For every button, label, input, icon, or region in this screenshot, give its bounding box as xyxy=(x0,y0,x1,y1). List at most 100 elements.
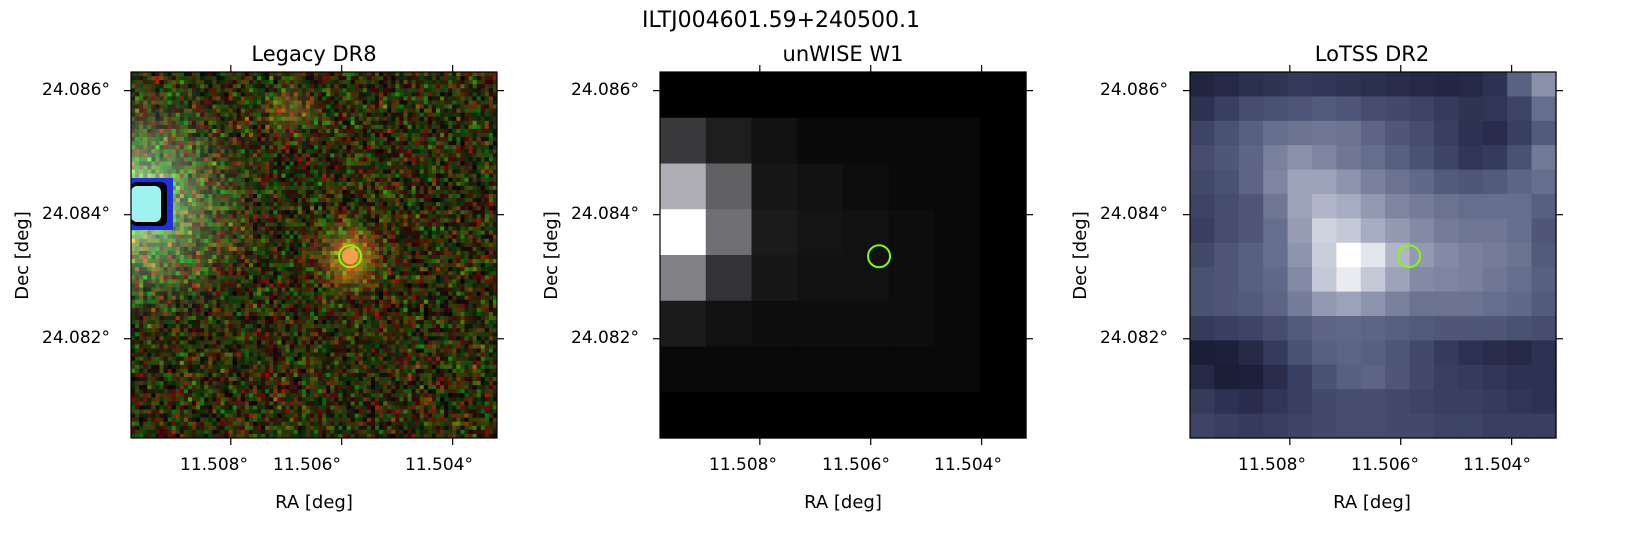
image-pixel xyxy=(196,165,201,171)
image-pixel xyxy=(297,88,303,93)
image-pixel xyxy=(297,181,303,187)
image-pixel xyxy=(391,76,396,81)
image-pixel xyxy=(208,84,213,89)
image-pixel xyxy=(427,153,433,158)
image-pixel xyxy=(354,194,360,199)
image-pixel xyxy=(204,202,209,207)
image-pixel xyxy=(456,189,461,195)
image-pixel xyxy=(155,141,160,146)
image-pixel xyxy=(187,72,193,77)
image-pixel xyxy=(216,181,221,187)
image-pixel xyxy=(147,108,152,114)
image-pixel xyxy=(440,194,445,199)
image-pixel xyxy=(375,161,380,167)
image-pixel xyxy=(187,80,193,85)
image-pixel xyxy=(391,198,396,203)
image-pixel xyxy=(309,185,315,191)
image-pixel xyxy=(334,137,339,142)
image-pixel xyxy=(204,76,209,81)
image-pixel xyxy=(456,149,461,154)
image-pixel xyxy=(411,169,417,175)
image-pixel xyxy=(305,165,311,171)
image-pixel xyxy=(403,165,409,171)
image-pixel xyxy=(228,141,234,146)
image-pixel xyxy=(183,76,189,81)
image-pixel xyxy=(342,185,348,191)
image-pixel xyxy=(419,76,425,81)
image-pixel xyxy=(354,137,360,142)
image-pixel xyxy=(334,141,339,146)
image-pixel xyxy=(147,112,152,118)
image-pixel xyxy=(314,124,319,130)
image-pixel xyxy=(431,194,437,199)
image-pixel xyxy=(362,149,368,154)
image-pixel xyxy=(472,112,478,118)
image-pixel xyxy=(216,112,221,118)
image-pixel xyxy=(293,120,299,126)
image-pixel xyxy=(208,181,213,187)
image-pixel xyxy=(411,202,417,207)
image-pixel xyxy=(399,80,404,85)
image-pixel xyxy=(143,141,148,146)
image-pixel xyxy=(354,157,360,162)
image-pixel xyxy=(220,84,226,89)
image-pixel xyxy=(297,169,303,175)
image-pixel xyxy=(167,76,173,81)
image-pixel xyxy=(492,202,498,207)
image-pixel xyxy=(322,173,327,179)
image-pixel xyxy=(375,198,380,203)
image-pixel xyxy=(301,96,307,101)
image-pixel xyxy=(236,189,242,195)
image-pixel xyxy=(253,145,258,150)
image-pixel xyxy=(460,88,465,93)
image-pixel xyxy=(212,96,217,101)
image-pixel xyxy=(480,112,486,118)
image-pixel xyxy=(293,194,299,199)
image-pixel xyxy=(472,173,478,179)
image-pixel xyxy=(399,96,404,101)
image-pixel xyxy=(147,104,152,110)
image-pixel xyxy=(419,133,425,138)
image-pixel xyxy=(265,161,270,167)
image-pixel xyxy=(216,206,221,211)
image-pixel xyxy=(403,104,409,110)
image-pixel xyxy=(220,100,226,106)
image-pixel xyxy=(305,84,311,89)
image-pixel xyxy=(480,80,486,85)
image-pixel xyxy=(269,185,274,191)
image-pixel xyxy=(187,198,193,203)
image-pixel xyxy=(460,145,465,150)
image-pixel xyxy=(171,80,177,85)
image-pixel xyxy=(301,133,307,138)
image-pixel xyxy=(175,141,181,146)
image-pixel xyxy=(297,189,303,195)
image-pixel xyxy=(468,120,474,126)
image-pixel xyxy=(334,177,339,183)
image-pixel xyxy=(167,120,173,126)
image-pixel xyxy=(232,137,238,142)
image-pixel xyxy=(224,100,230,106)
image-pixel xyxy=(265,92,270,97)
image-pixel xyxy=(468,185,474,191)
image-pixel xyxy=(244,189,250,195)
image-pixel xyxy=(468,169,474,175)
image-pixel xyxy=(419,137,425,142)
image-pixel xyxy=(444,84,449,89)
image-pixel xyxy=(167,173,173,179)
image-pixel xyxy=(216,157,221,162)
image-pixel xyxy=(350,198,356,203)
image-pixel xyxy=(204,145,209,150)
image-pixel xyxy=(440,92,445,97)
image-pixel xyxy=(456,84,461,89)
image-pixel xyxy=(375,189,380,195)
image-pixel xyxy=(285,108,291,114)
image-pixel xyxy=(452,116,457,122)
image-pixel xyxy=(135,108,140,114)
image-pixel xyxy=(395,177,400,183)
image-pixel xyxy=(309,116,315,122)
image-pixel xyxy=(305,145,311,150)
image-pixel xyxy=(423,181,429,187)
image-pixel xyxy=(460,76,465,81)
image-pixel xyxy=(273,76,278,81)
image-pixel xyxy=(362,92,368,97)
